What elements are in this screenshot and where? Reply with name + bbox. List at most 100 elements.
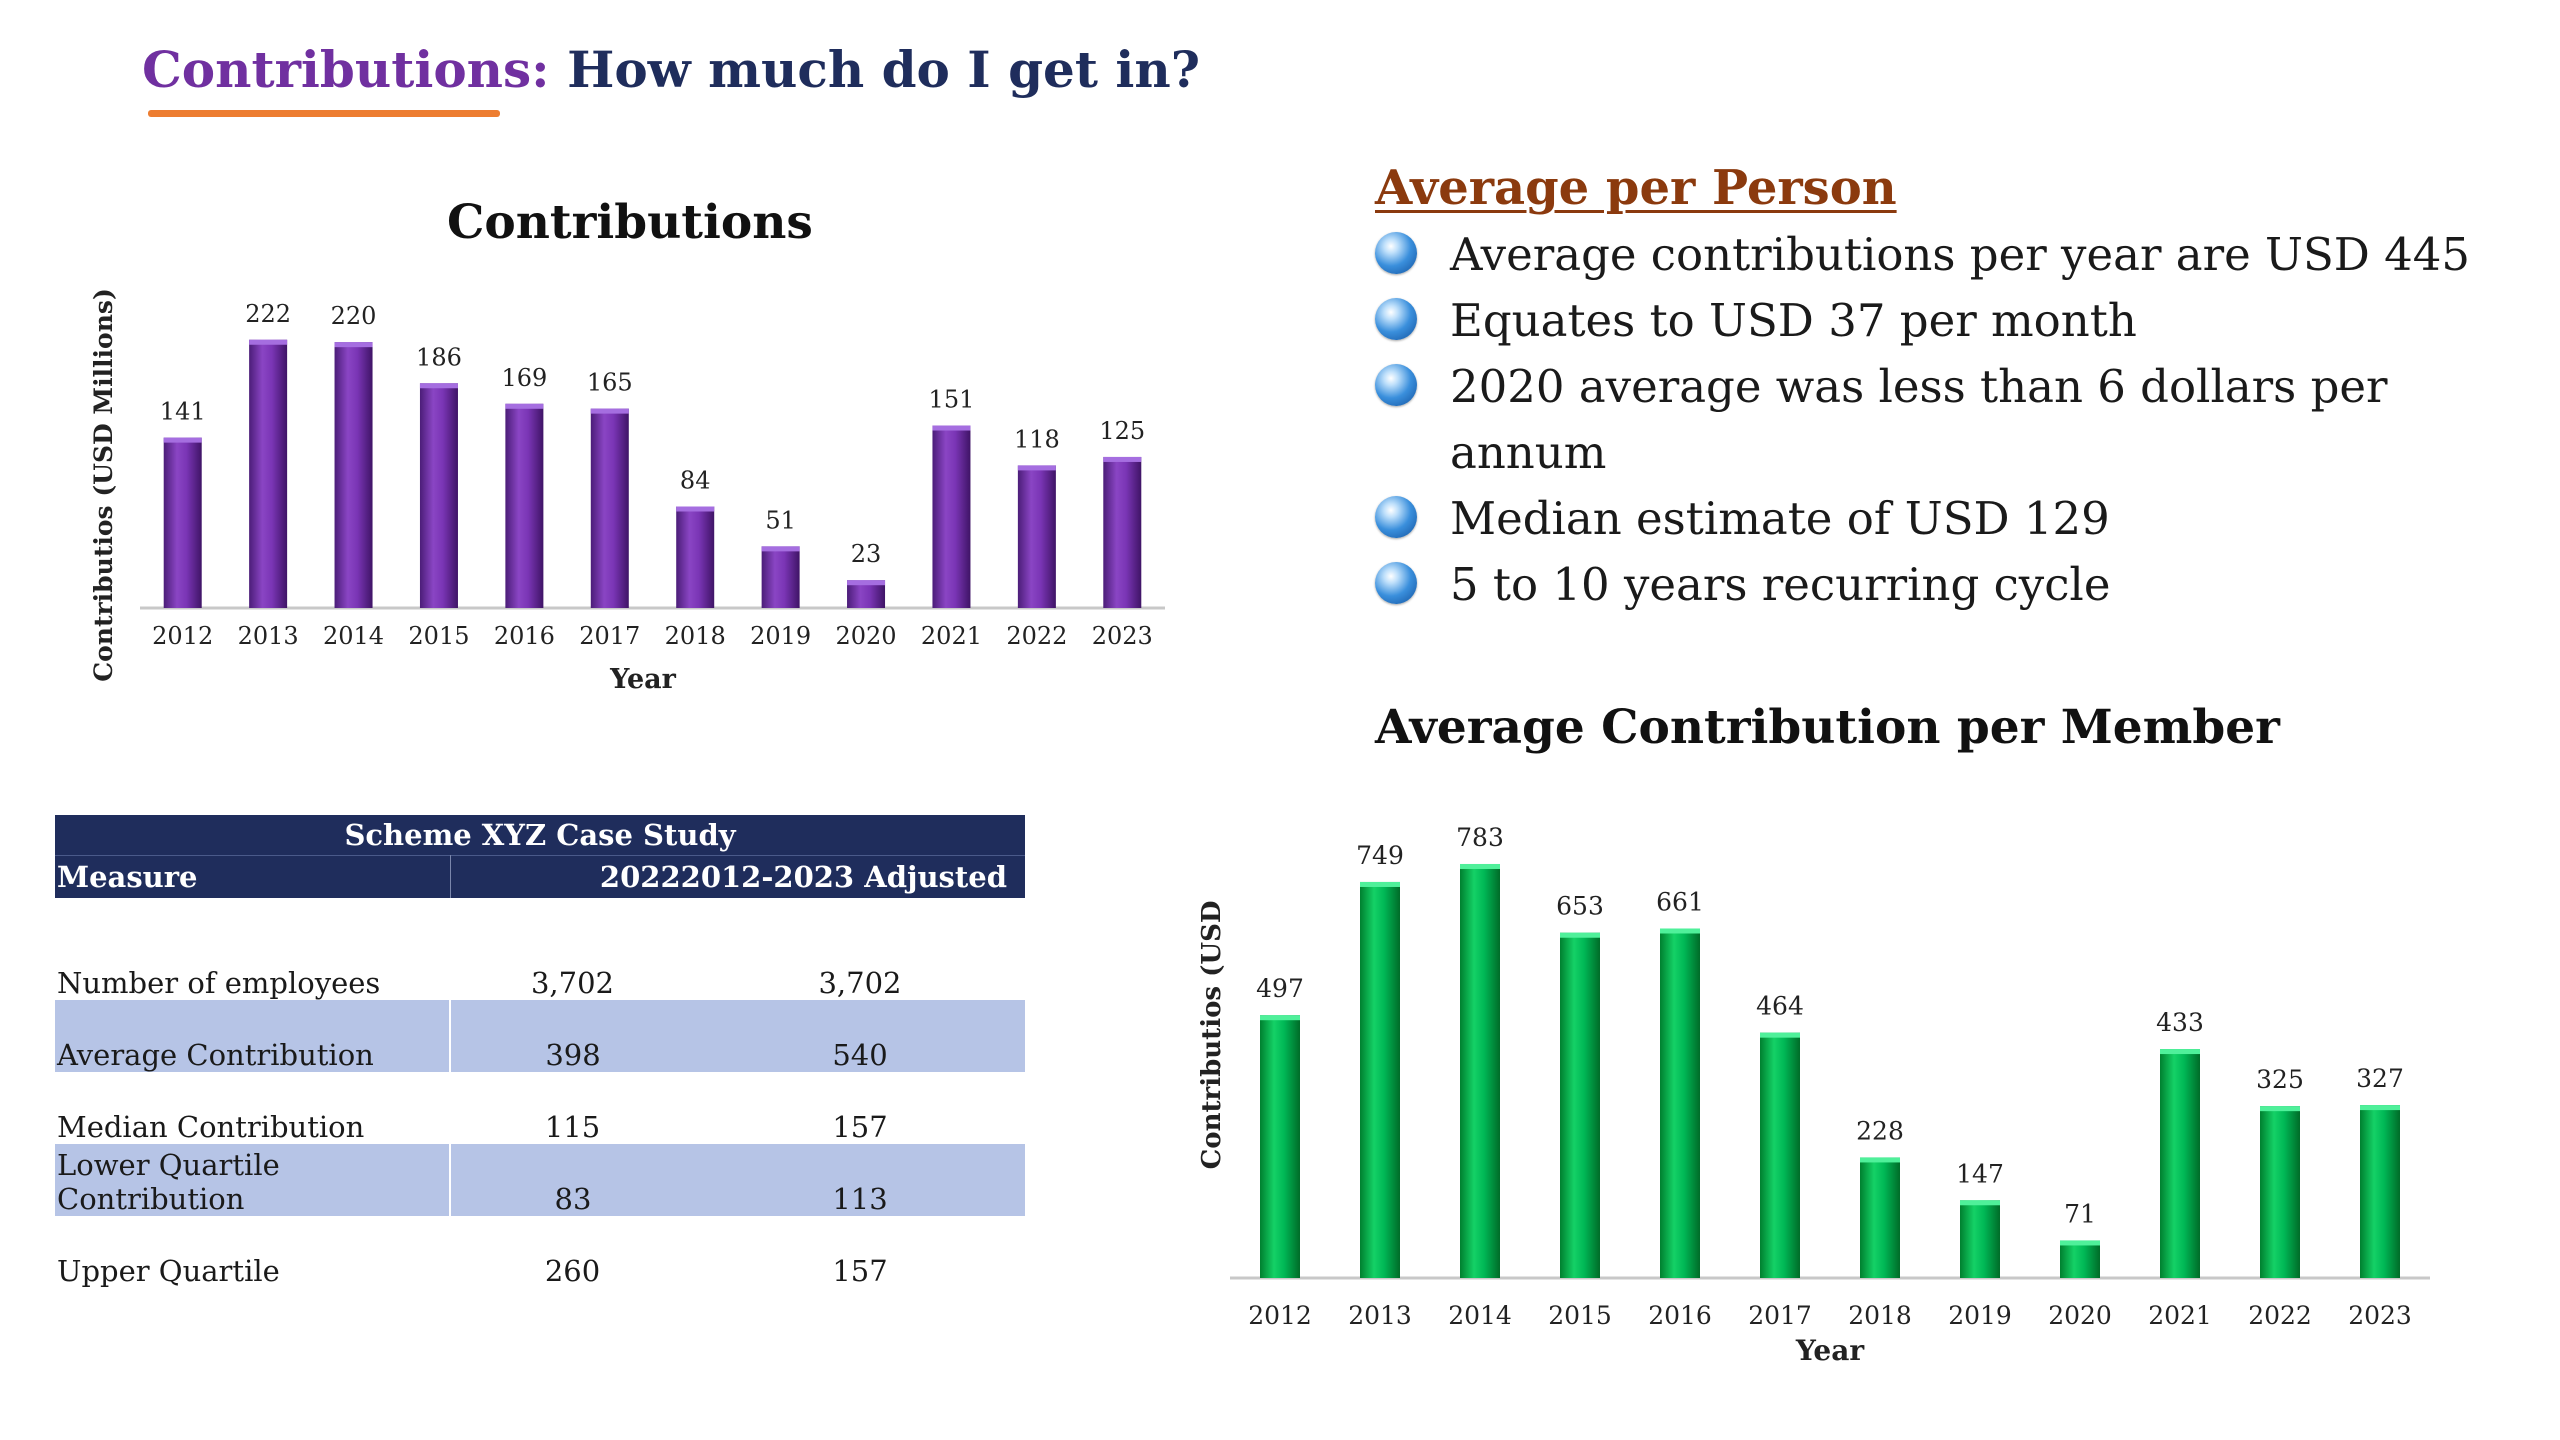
bar-cap	[2060, 1240, 2100, 1246]
bar	[1103, 456, 1142, 608]
bar	[505, 403, 544, 608]
bar	[1460, 863, 1500, 1278]
average-per-person-panel: Average per Person Average contributions…	[1375, 160, 2475, 618]
globe-bullet-icon	[1375, 496, 1417, 538]
globe-bullet-icon	[1375, 364, 1417, 406]
bar-cap	[1660, 928, 1700, 934]
data-label: 141	[160, 398, 206, 426]
table-header-adjusted: 2012-2023 Adjusted	[680, 860, 1008, 894]
bar	[1560, 932, 1600, 1278]
bar	[932, 425, 971, 608]
tick-label: 2018	[665, 622, 726, 650]
table-cell-adjusted: 113	[695, 1144, 1026, 1216]
bar-cap	[163, 437, 202, 443]
table-header-2022: 2022	[599, 860, 681, 894]
data-label: 661	[1656, 887, 1704, 916]
tick-label: 2020	[2048, 1301, 2112, 1330]
bar-cap	[1260, 1015, 1300, 1021]
bar-cap	[2360, 1105, 2400, 1111]
data-label: 165	[587, 369, 633, 397]
bullet-item: Average contributions per year are USD 4…	[1375, 222, 2475, 288]
bar	[1360, 881, 1400, 1278]
bar-cap	[1960, 1200, 2000, 1206]
bar-cap	[1017, 465, 1056, 471]
table-row: Median Contribution 115 157	[55, 1072, 1025, 1144]
bar	[334, 342, 373, 608]
tick-label: 2013	[1348, 1301, 1412, 1330]
table-cell-measure: Median Contribution	[57, 1110, 365, 1144]
bar-cap	[2260, 1106, 2300, 1112]
bar-cap	[847, 580, 886, 586]
contributions-chart-title: Contributions	[447, 195, 813, 250]
bar	[590, 408, 629, 608]
globe-bullet-icon	[1375, 562, 1417, 604]
tick-label: 2015	[408, 622, 469, 650]
y-axis-label: Contributios (USD	[1197, 901, 1227, 1170]
avg-member-chart: 497 2012 749 2013 783 2014 653 2015 661 2016 464 20…	[1197, 823, 2430, 1367]
bullet-text: Median estimate of USD 129	[1450, 492, 2110, 545]
tick-label: 2019	[1948, 1301, 2012, 1330]
bar-cap	[676, 506, 715, 512]
data-label: 220	[331, 302, 377, 330]
bar	[163, 437, 202, 608]
bar	[249, 339, 288, 608]
data-label: 653	[1556, 892, 1604, 921]
slide-title: Contributions: How much do I get in?	[142, 40, 1200, 99]
tick-label: 2014	[1448, 1301, 1512, 1330]
data-label: 23	[851, 540, 882, 568]
tick-label: 2023	[1092, 622, 1153, 650]
table-header-measure: Measure	[55, 855, 451, 898]
tick-label: 2016	[494, 622, 555, 650]
data-label: 84	[680, 467, 711, 495]
tick-label: 2012	[1248, 1301, 1312, 1330]
bar	[1260, 1015, 1300, 1278]
tick-label: 2022	[1006, 622, 1067, 650]
tick-label: 2012	[152, 622, 213, 650]
data-label: 749	[1356, 841, 1404, 870]
table-row: Number of employees 3,702 3,702	[55, 928, 1025, 1000]
bar-cap	[505, 403, 544, 409]
data-label: 118	[1014, 425, 1060, 453]
bar	[2360, 1105, 2400, 1278]
tick-label: 2021	[921, 622, 982, 650]
bar-cap	[1560, 932, 1600, 938]
table-cell-2022: 3,702	[530, 966, 615, 1000]
bar-cap	[2160, 1049, 2200, 1055]
data-label: 497	[1256, 974, 1304, 1003]
bullet-list: Average contributions per year are USD 4…	[1375, 222, 2475, 618]
bar	[2060, 1240, 2100, 1278]
bar-cap	[1103, 456, 1142, 462]
case-study-table: Scheme XYZ Case Study Measure 20222012-2…	[55, 815, 1026, 1288]
table-cell-2022: 83	[450, 1144, 695, 1216]
table-row: Lower Quartile Contribution 83 113	[55, 1144, 1026, 1216]
bar	[1760, 1032, 1800, 1278]
table-cell-2022: 260	[544, 1254, 601, 1288]
data-label: 327	[2356, 1064, 2404, 1093]
table-cell-measure: Lower Quartile Contribution	[55, 1144, 451, 1216]
table-row: Upper Quartile 260 157	[55, 1216, 1025, 1288]
tick-label: 2023	[2348, 1301, 2412, 1330]
bar	[2260, 1106, 2300, 1278]
bar	[1960, 1200, 2000, 1278]
avg-member-chart-title: Average Contribution per Member	[1375, 700, 2280, 755]
bar-cap	[761, 546, 800, 552]
title-underline	[148, 110, 500, 117]
bar-cap	[590, 408, 629, 414]
bullet-text: Equates to USD 37 per month	[1450, 294, 2137, 347]
bullet-text: Average contributions per year are USD 4…	[1450, 228, 2471, 281]
data-label: 151	[929, 386, 975, 414]
globe-bullet-icon	[1375, 298, 1417, 340]
data-label: 783	[1456, 823, 1504, 852]
data-label: 147	[1956, 1159, 2004, 1188]
tick-label: 2019	[750, 622, 811, 650]
bar	[1860, 1157, 1900, 1278]
table-cell-measure: Number of employees	[57, 966, 381, 1000]
table-cell-adjusted: 3,702	[818, 966, 902, 1000]
data-label: 228	[1856, 1116, 1904, 1145]
bar-cap	[334, 342, 373, 348]
bar	[1017, 465, 1056, 608]
bullet-item: 5 to 10 years recurring cycle	[1375, 552, 2475, 618]
tick-label: 2018	[1848, 1301, 1912, 1330]
tick-label: 2017	[1748, 1301, 1812, 1330]
